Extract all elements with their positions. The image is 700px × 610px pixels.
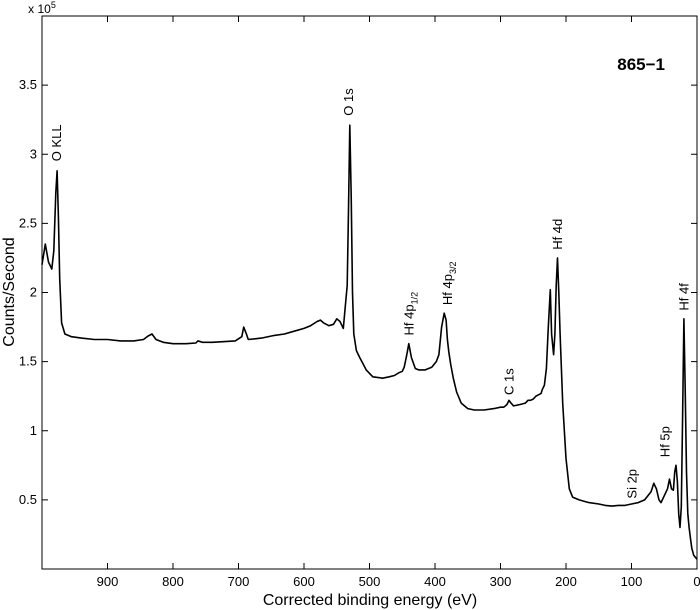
x-tick-label: 100: [621, 574, 643, 589]
peak-label-text: O 1s: [341, 88, 356, 116]
y-tick-label: 0.5: [19, 492, 37, 507]
y-tick-label: 2.5: [19, 215, 37, 230]
peak-label-text: O KLL: [49, 124, 64, 161]
axis-ticks: 900 800 700 600 500 400 300 200 100 0 0.5 1 1.5 2 2.5 3…: [19, 16, 700, 589]
y-tick-label: 3: [30, 146, 37, 161]
peak-label-text: Hf 4p: [440, 274, 455, 305]
peak-label: Hf 4f: [677, 283, 692, 311]
peak-label: Hf 4p1/2: [401, 292, 419, 336]
peak-label-text: C 1s: [502, 368, 517, 395]
y-tick-label: 1.5: [19, 354, 37, 369]
peak-label-text: Hf 4f: [677, 283, 692, 311]
peak-label-subscript: 1/2: [409, 292, 419, 305]
y-tick-label: 1: [30, 423, 37, 438]
peak-label: Hf 5p: [658, 426, 673, 457]
peak-label-text: Hf 4p: [401, 304, 416, 335]
peak-label: C 1s: [502, 368, 517, 395]
x-tick-label: 400: [424, 574, 446, 589]
x-tick-label: 200: [555, 574, 577, 589]
peak-label-text: Si 2p: [625, 469, 640, 499]
x-tick-label: 500: [359, 574, 381, 589]
peak-label-text: Hf 5p: [658, 426, 673, 457]
series-group: [41, 124, 698, 560]
peak-label-text: Hf 4d: [550, 219, 565, 250]
sample-label: 865−1: [617, 55, 665, 74]
peak-label: Hf 4p3/2: [440, 262, 458, 306]
x-tick-label: 300: [490, 574, 512, 589]
x-axis-label: Corrected binding energy (eV): [263, 592, 477, 609]
peak-label: O 1s: [341, 88, 356, 116]
y-tick-label: 2: [30, 285, 37, 300]
x-tick-label: 900: [97, 574, 119, 589]
peak-label: O KLL: [49, 124, 64, 161]
plot-frame: [41, 15, 698, 570]
y-axis-label: Counts/Second: [1, 237, 18, 346]
x-tick-label: 600: [293, 574, 315, 589]
peak-label-subscript: 3/2: [448, 262, 458, 275]
peak-label: Si 2p: [625, 469, 640, 499]
x-tick-label: 0: [693, 574, 700, 589]
peak-label: Hf 4d: [550, 219, 565, 250]
y-multiplier-exponent: 5: [51, 0, 56, 10]
x-tick-label: 700: [228, 574, 250, 589]
y-multiplier-label: x 105: [28, 0, 56, 16]
x-tick-label: 800: [162, 574, 184, 589]
y-tick-label: 3.5: [19, 77, 37, 92]
spectrum-line: [41, 124, 698, 560]
